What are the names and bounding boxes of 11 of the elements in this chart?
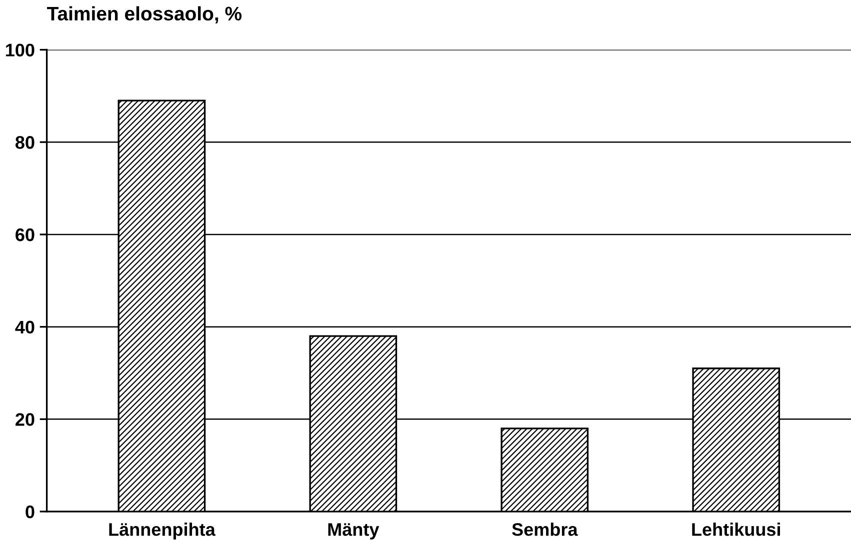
y-tick-label: 40 bbox=[15, 320, 34, 334]
y-tick-label: 100 bbox=[6, 44, 34, 56]
y-tick-label: 80 bbox=[15, 136, 34, 149]
y-tick-label: 60 bbox=[16, 228, 34, 242]
y-tick-label: 20 bbox=[16, 413, 34, 426]
x-tick-label: Lehtikuusi bbox=[692, 522, 780, 536]
x-tick-label: Sembra bbox=[512, 522, 578, 536]
y-axis-title: Taimien elossaolo, % bbox=[47, 6, 242, 24]
x-tick-label: Mänty bbox=[328, 523, 380, 540]
y-tick-label: 0 bbox=[26, 505, 34, 518]
x-tick-label: Lännenpihta bbox=[109, 522, 216, 540]
